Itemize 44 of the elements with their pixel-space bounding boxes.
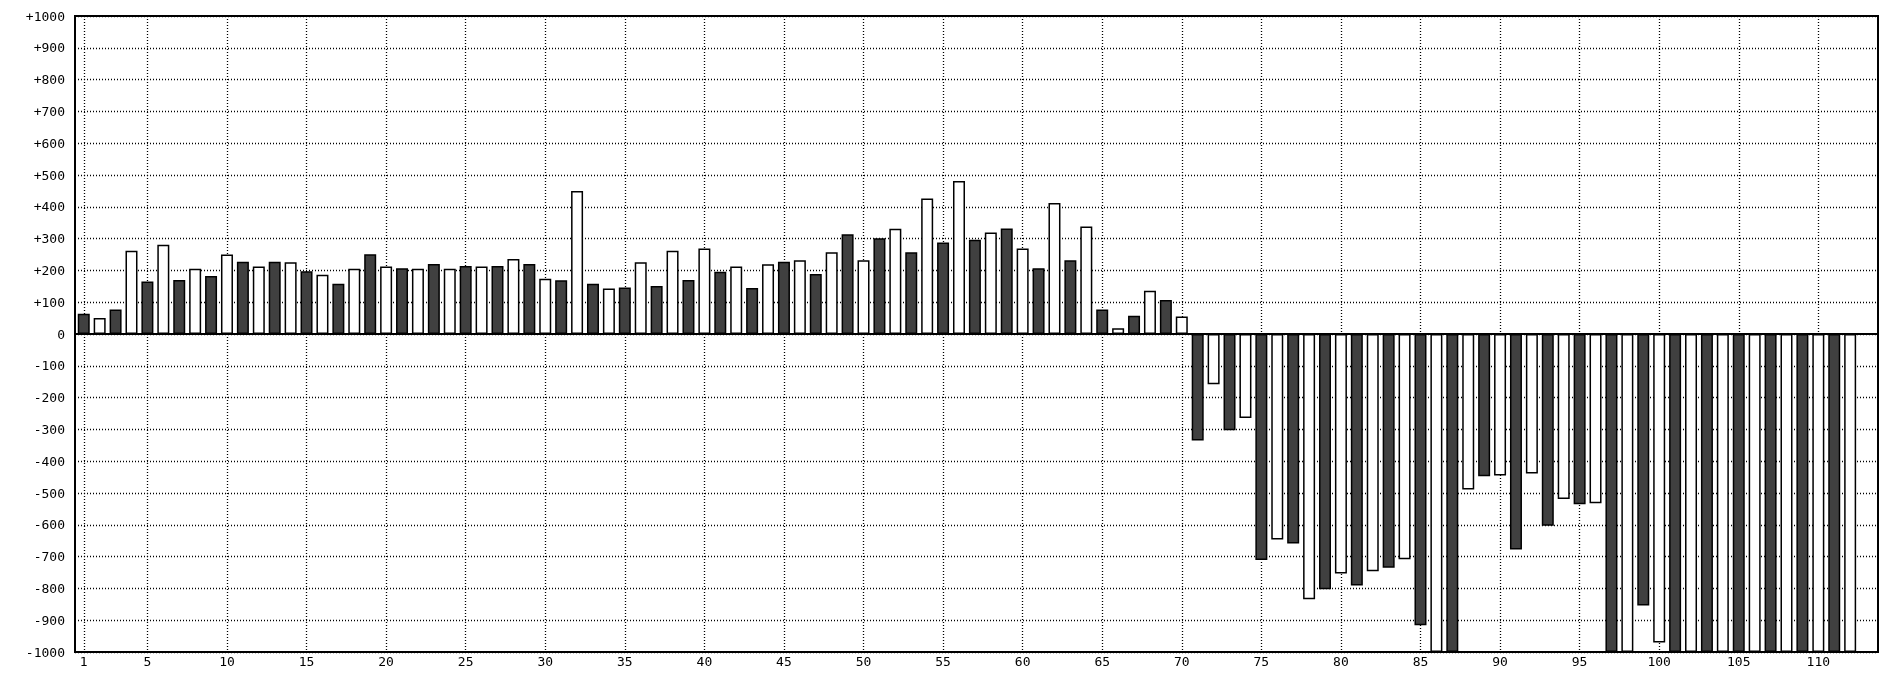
x-tick-label: 110 (1806, 654, 1831, 669)
x-tick-label: 5 (143, 654, 152, 669)
y-tick-label: -800 (33, 580, 65, 596)
y-tick-label: -1000 (25, 644, 65, 660)
y-tick-label: -900 (33, 612, 65, 628)
x-tick-label: 85 (1412, 654, 1429, 669)
y-tick-label: +400 (33, 199, 65, 215)
y-tick-label: +500 (33, 167, 65, 183)
x-tick-label: 105 (1727, 654, 1751, 669)
x-tick-label: 30 (537, 654, 554, 669)
y-tick-label: -300 (33, 421, 65, 437)
y-tick-label: +800 (33, 72, 65, 88)
x-tick-label: 35 (616, 654, 633, 669)
y-tick-label: +1000 (25, 8, 65, 24)
y-tick-label: -400 (33, 453, 65, 469)
x-tick-label: 100 (1647, 654, 1671, 669)
y-tick-label: +600 (33, 135, 65, 151)
y-tick-label: +700 (33, 103, 65, 119)
y-tick-label: +900 (33, 40, 65, 56)
x-tick-label: 15 (298, 654, 315, 669)
y-tick-label: -200 (33, 390, 65, 406)
y-tick-label: -100 (33, 358, 65, 374)
y-tick-label: -500 (33, 485, 65, 501)
x-tick-label: 60 (1014, 654, 1031, 669)
x-tick-label: 80 (1333, 654, 1349, 669)
x-tick-label: 70 (1173, 654, 1190, 669)
x-tick-label: 95 (1571, 654, 1588, 669)
y-tick-label: -700 (33, 549, 65, 565)
x-tick-label: 25 (457, 654, 474, 669)
x-tick-label: 1 (79, 654, 88, 669)
y-tick-label: +100 (33, 294, 65, 310)
x-tick-label: 45 (776, 654, 792, 669)
x-tick-label: 90 (1492, 654, 1508, 669)
x-tick-label: 55 (935, 654, 951, 669)
x-tick-label: 20 (378, 654, 394, 669)
y-tick-label: 0 (57, 326, 65, 342)
y-tick-label: +200 (33, 262, 65, 278)
x-tick-label: 10 (219, 654, 235, 669)
x-tick-label: 40 (696, 654, 713, 669)
y-tick-label: -600 (33, 517, 65, 533)
x-tick-label: 75 (1253, 654, 1270, 669)
x-tick-label: 65 (1094, 654, 1111, 669)
y-tick-label: +300 (33, 231, 65, 247)
x-tick-label: 50 (855, 654, 872, 669)
